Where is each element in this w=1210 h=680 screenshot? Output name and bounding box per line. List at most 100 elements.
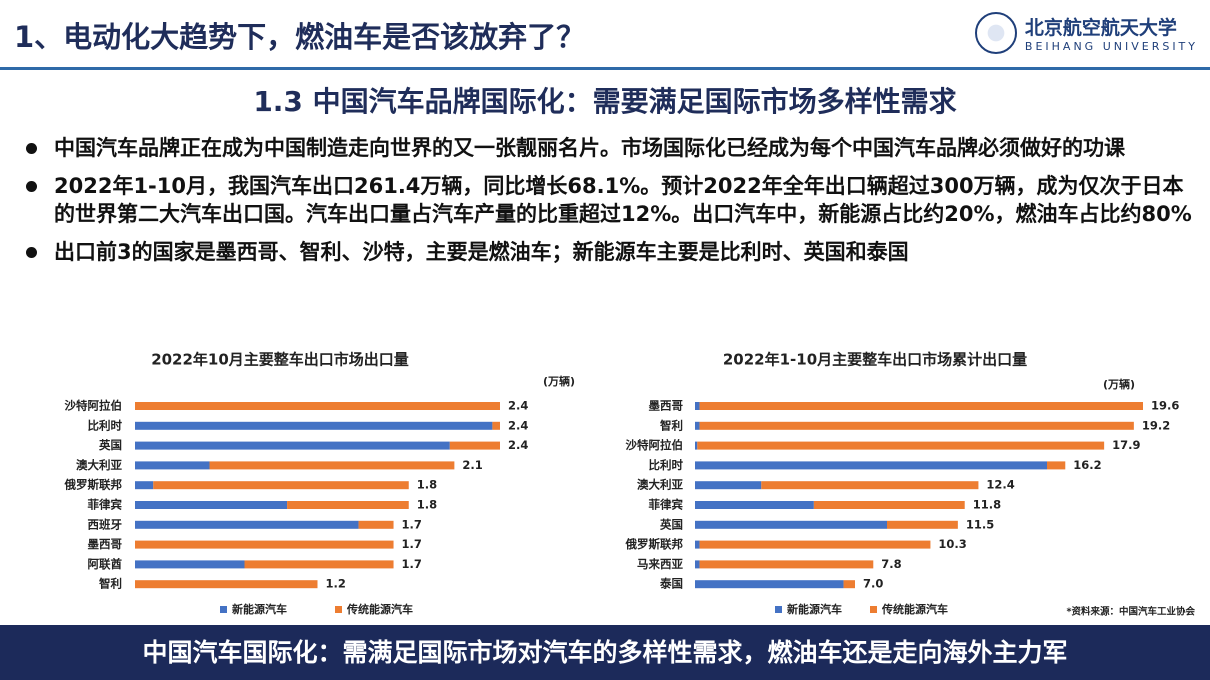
bar-segment <box>887 520 958 529</box>
category-label: 俄罗斯联邦 <box>625 537 684 551</box>
value-label: 7.8 <box>881 557 901 571</box>
bullet-list: 中国汽车品牌正在成为中国制造走向世界的又一张靓丽名片。市场国际化已经成为每个中国… <box>20 134 1195 276</box>
bar-segment <box>135 560 245 569</box>
category-label: 墨西哥 <box>649 399 684 413</box>
bar-segment <box>135 481 154 490</box>
value-label: 1.7 <box>402 557 422 571</box>
value-label: 16.2 <box>1073 458 1101 472</box>
source-note: *资料来源：中国汽车工业协会 <box>1067 606 1196 618</box>
value-label: 2.4 <box>508 418 528 432</box>
header-rule <box>0 67 1210 70</box>
category-label: 英国 <box>98 438 122 452</box>
bar-segment <box>492 421 500 430</box>
legend-label: 新能源汽车 <box>232 602 287 616</box>
bar-segment <box>699 402 1143 410</box>
logo-cn: 北京航空航天大学 <box>1024 17 1177 39</box>
value-label: 2.1 <box>462 458 482 472</box>
chart: 2022年10月主要整车出口市场出口量 (万辆) 沙特阿拉伯 2.4 比利时 2.4 英国 2… <box>64 351 576 617</box>
bar-segment <box>697 441 1105 450</box>
category-label: 智利 <box>99 577 122 591</box>
value-label: 1.8 <box>417 498 437 512</box>
bar-segment <box>358 520 394 529</box>
category-label: 沙特阿拉伯 <box>65 399 123 413</box>
category-label: 马来西亚 <box>637 557 683 571</box>
bar-segment <box>135 461 210 470</box>
bar-segment <box>135 402 500 410</box>
category-label: 菲律宾 <box>649 498 684 512</box>
legend-label: 传统能源汽车 <box>881 602 948 616</box>
bar-segment <box>695 481 762 490</box>
bar-segment <box>135 421 493 430</box>
legend-swatch <box>220 606 227 613</box>
category-label: 沙特阿拉伯 <box>626 438 684 452</box>
subtitle: 1.3 中国汽车品牌国际化：需要满足国际市场多样性需求 <box>253 85 957 118</box>
bar-segment <box>209 461 455 470</box>
chart-title: 2022年10月主要整车出口市场出口量 <box>151 351 409 369</box>
category-label: 西班牙 <box>88 517 123 531</box>
bar-segment <box>843 580 855 589</box>
bar-segment <box>153 481 409 490</box>
logo-text: 北京航空航天大学 BEIHANG UNIVERSITY <box>1025 13 1198 53</box>
category-label: 比利时 <box>649 458 684 472</box>
bar-segment <box>813 501 965 509</box>
bar-segment <box>695 520 887 529</box>
bar-segment <box>695 501 814 509</box>
value-label: 1.8 <box>417 478 437 492</box>
bar-segment <box>135 580 318 589</box>
value-label: 1.7 <box>402 537 422 551</box>
legend-swatch <box>775 606 782 613</box>
bar-segment <box>695 402 700 410</box>
category-label: 墨西哥 <box>88 537 123 551</box>
logo-en: BEIHANG UNIVERSITY <box>1024 40 1198 53</box>
value-label: 10.3 <box>938 537 966 551</box>
value-label: 1.7 <box>402 517 422 531</box>
category-label: 比利时 <box>88 418 123 432</box>
category-label: 菲律宾 <box>88 498 123 512</box>
bullet: 2022年1-10月，我国汽车出口261.4万辆，同比增长68.1%。预计202… <box>20 172 1195 228</box>
legend-label: 新能源汽车 <box>787 602 842 616</box>
value-label: 11.5 <box>966 517 994 531</box>
bar-segment <box>695 560 700 569</box>
bar-segment <box>695 441 698 450</box>
logo: 北京航空航天大学 BEIHANG UNIVERSITY <box>974 12 1198 54</box>
bar-segment <box>135 520 359 529</box>
bar-segment <box>135 441 450 450</box>
bar-segment <box>287 501 409 509</box>
value-label: 2.4 <box>508 438 528 452</box>
bar-segment <box>699 560 874 569</box>
bar-segment <box>761 481 979 490</box>
category-label: 泰国 <box>659 577 683 591</box>
value-label: 2.4 <box>508 399 528 413</box>
legend-label: 传统能源汽车 <box>346 602 413 616</box>
bar-segment <box>1047 461 1066 470</box>
chart: 2022年1-10月主要整车出口市场累计出口量 (万辆) 墨西哥 19.6 智利 19.2… <box>625 351 1196 618</box>
value-label: 7.0 <box>863 577 883 591</box>
category-label: 澳大利亚 <box>76 458 122 472</box>
legend-swatch <box>335 606 342 613</box>
bar-segment <box>695 580 844 589</box>
value-label: 11.8 <box>973 498 1001 512</box>
value-label: 19.6 <box>1151 399 1179 413</box>
slide-title: 1、电动化大趋势下，燃油车是否该放弃了？ <box>14 20 586 54</box>
bar-segment <box>695 421 700 430</box>
category-label: 俄罗斯联邦 <box>64 478 123 492</box>
logo-seal <box>974 12 1017 54</box>
bullet: 中国汽车品牌正在成为中国制造走向世界的又一张靓丽名片。市场国际化已经成为每个中国… <box>20 134 1195 162</box>
bar-segment <box>699 540 931 549</box>
legend-swatch <box>870 606 877 613</box>
bar-segment <box>699 421 1134 430</box>
value-label: 19.2 <box>1142 418 1170 432</box>
bar-segment <box>244 560 394 569</box>
value-label: 17.9 <box>1112 438 1140 452</box>
unit-label: (万辆) <box>543 374 575 388</box>
bullet: 出口前3的国家是墨西哥、智利、沙特，主要是燃油车；新能源车主要是比利时、英国和泰… <box>20 238 1195 266</box>
bar-segment <box>135 501 288 509</box>
category-label: 阿联酋 <box>88 557 123 571</box>
bar-segment <box>695 540 700 549</box>
chart-title: 2022年1-10月主要整车出口市场累计出口量 <box>723 351 1027 369</box>
footer-banner: 中国汽车国际化：需满足国际市场对汽车的多样性需求，燃油车还是走向海外主力军 <box>0 625 1210 680</box>
category-label: 澳大利亚 <box>637 478 683 492</box>
value-label: 12.4 <box>986 478 1014 492</box>
value-label: 1.2 <box>326 577 346 591</box>
